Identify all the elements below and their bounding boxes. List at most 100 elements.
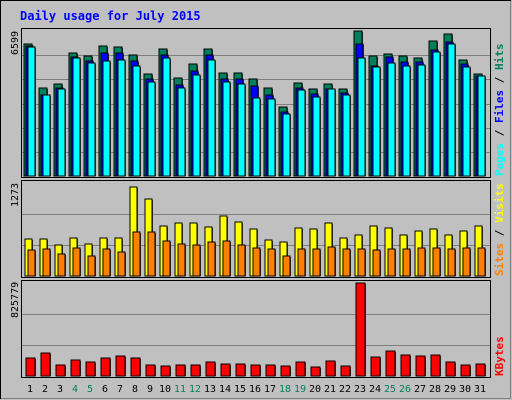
chart-title: Daily usage for July 2015 <box>20 9 201 23</box>
sites-bar <box>132 231 141 277</box>
sites-bar <box>222 240 231 277</box>
pages-bar <box>87 62 96 177</box>
kbytes-bar <box>235 363 246 377</box>
day-label: 30 <box>459 384 471 395</box>
pages-bar <box>132 65 141 177</box>
legend-sep-2: / <box>493 70 506 90</box>
legend-files: Files <box>493 90 506 123</box>
sites-bar <box>267 248 276 277</box>
day-label: 17 <box>264 384 276 395</box>
kbytes-bar <box>70 359 81 377</box>
kbytes-bar <box>400 354 411 377</box>
day-label: 16 <box>249 384 261 395</box>
kbytes-bar <box>85 361 96 377</box>
kbytes-bar <box>325 360 336 377</box>
day-label: 6 <box>102 384 108 395</box>
day-label: 31 <box>474 384 486 395</box>
day-labels: 1 2 3 4 5 6 7 8 9 10 11 12 13 14 15 16 17 18 19 20 21 22 23 24 2… <box>27 384 486 395</box>
hits-panel-max-label: 6599 <box>10 31 21 55</box>
kbytes-bar <box>40 352 51 377</box>
day-label: 18 <box>279 384 291 395</box>
day-label: 13 <box>204 384 216 395</box>
visits-sites-panel: 1273 Sites / Visits <box>10 180 506 278</box>
kbytes-bars <box>25 282 486 377</box>
sites-bar <box>477 247 486 277</box>
sites-bar <box>252 247 261 277</box>
hits-panel-legend: Pages / Files / Hits <box>493 44 506 177</box>
hits-files-pages-panel: 6599 Pages / Files / Hits <box>10 28 506 178</box>
kbytes-bar <box>310 366 321 377</box>
kbytes-bar <box>205 361 216 377</box>
pages-bar <box>57 88 66 177</box>
pages-bar <box>297 89 306 177</box>
kbytes-bar <box>340 365 351 377</box>
day-label: 15 <box>234 384 246 395</box>
pages-bar <box>282 113 291 177</box>
kbytes-panel: 825779 KBytes <box>10 280 506 378</box>
day-label: 28 <box>429 384 441 395</box>
visits-panel-max-label: 1273 <box>10 183 21 207</box>
sites-bar <box>117 251 126 277</box>
day-label: 7 <box>117 384 123 395</box>
kbytes-panel-max-label: 825779 <box>10 282 21 318</box>
kbytes-bar <box>190 364 201 377</box>
pages-bar <box>387 62 396 177</box>
pages-bar <box>417 64 426 177</box>
kbytes-bar <box>55 364 66 377</box>
pages-bar <box>207 59 216 177</box>
kbytes-bar <box>220 363 231 377</box>
kbytes-grid <box>22 314 490 346</box>
pages-bar <box>252 97 261 177</box>
kbytes-panel-legend: KBytes <box>493 336 506 376</box>
visits-bars <box>24 186 486 277</box>
day-label: 5 <box>87 384 93 395</box>
day-label: 9 <box>147 384 153 395</box>
pages-bar <box>72 57 81 177</box>
legend-hits: Hits <box>493 44 506 71</box>
sites-bar <box>342 248 351 277</box>
day-label: 21 <box>324 384 336 395</box>
sites-bar <box>72 247 81 277</box>
sites-bar <box>432 247 441 277</box>
day-label: 22 <box>339 384 351 395</box>
pages-bar <box>312 96 321 177</box>
kbytes-bar <box>430 354 441 377</box>
pages-bar <box>447 43 456 177</box>
sites-bar <box>237 244 246 277</box>
kbytes-bar <box>145 364 156 377</box>
kbytes-bar <box>25 357 36 377</box>
sites-bar <box>402 248 411 277</box>
sites-bar <box>177 243 186 277</box>
sites-bar <box>102 248 111 277</box>
visits-panel-legend: Sites / Visits <box>493 183 506 276</box>
pages-bar <box>327 88 336 177</box>
day-label: 19 <box>294 384 306 395</box>
sites-bar <box>372 249 381 277</box>
hits-bars <box>23 30 486 177</box>
kbytes-bar <box>250 364 261 377</box>
pages-bar <box>402 65 411 177</box>
pages-bar <box>342 94 351 177</box>
kbytes-bar <box>385 350 396 377</box>
pages-bar <box>192 74 201 177</box>
day-label: 10 <box>159 384 171 395</box>
sites-bar <box>162 240 171 277</box>
pages-bar <box>102 60 111 177</box>
kbytes-bar <box>175 364 186 377</box>
day-label: 1 <box>27 384 33 395</box>
sites-bar <box>87 255 96 277</box>
kbytes-bar <box>415 355 426 377</box>
pages-bar <box>27 46 36 177</box>
day-label: 29 <box>444 384 456 395</box>
pages-bar <box>267 98 276 177</box>
kbytes-bar <box>475 363 486 377</box>
day-label: 2 <box>42 384 48 395</box>
pages-bar <box>42 94 51 177</box>
sites-bar <box>297 248 306 277</box>
sites-bar <box>27 249 36 277</box>
pages-bar <box>177 87 186 177</box>
sites-bar <box>447 248 456 277</box>
legend-sites: Sites <box>493 243 506 276</box>
sites-bar <box>282 255 291 277</box>
